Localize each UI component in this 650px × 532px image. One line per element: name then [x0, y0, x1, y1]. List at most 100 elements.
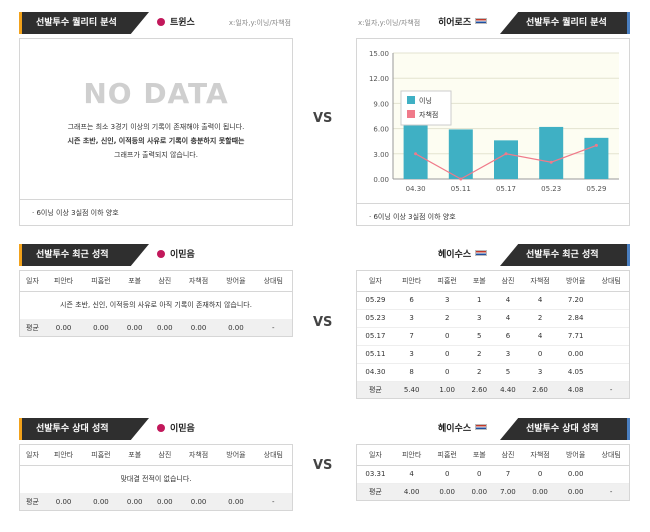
avg-cell: 0.00: [119, 493, 150, 510]
right-vs-box: 일자 피안타 피홈런 포볼 삼진 자책점 방어율 상대팀 03.31 4 0 0 7 0 0…: [356, 444, 630, 501]
team-flag-icon: [475, 250, 488, 256]
table-cell: 03.31: [357, 465, 394, 484]
left-quality-axis-note: x:일자,y:이닝/자책점: [228, 19, 291, 27]
avg-cell: 0.00: [179, 493, 218, 510]
recent-rows: 05.29 6 3 1 4 4 7.20 05.23 3 2 3 4 2 2.84 05.17 7 0 5 6 4 7.…: [357, 291, 629, 382]
message-row: 시즌 초반, 신인, 이적등의 사유로 아직 기록이 존재하지 않습니다.: [20, 291, 292, 319]
avg-cell: 0.00: [217, 493, 255, 510]
bar: [539, 126, 564, 179]
x-tick-label: 05.17: [496, 185, 516, 193]
right-recent-panel: 헤이수스 선발투수 최근 성적 일자 피안타 피홈런 포볼 삼진 자책점 방어율…: [356, 244, 630, 399]
table-cell: 0.00: [557, 465, 594, 484]
table-cell: 2: [429, 309, 465, 328]
avg-cell: 4.40: [493, 381, 523, 398]
col-hits: 피안타: [44, 271, 83, 292]
table-cell: 0.00: [557, 345, 594, 364]
x-tick-label: 04.30: [406, 185, 426, 193]
left-recent-team[interactable]: 이믿음: [157, 244, 195, 266]
left-recent-title: 선발투수 최근 성적: [19, 244, 149, 266]
right-recent-team[interactable]: 헤이수스: [438, 244, 488, 266]
table-cell: 2.84: [557, 309, 594, 328]
right-vs-team[interactable]: 헤이수스: [438, 418, 488, 440]
table-cell: 0: [429, 465, 465, 484]
table-cell: 4: [393, 465, 430, 484]
avg-cell: -: [593, 483, 629, 500]
col-hr: 피홈런: [82, 445, 120, 466]
table-row: 05.17 7 0 5 6 4 7.71: [357, 327, 629, 346]
bar: [403, 123, 428, 179]
table-cell: 7.20: [557, 291, 594, 310]
right-quality-team[interactable]: 히어로즈: [438, 12, 488, 34]
y-tick-label: 6.00: [373, 126, 389, 134]
avg-cell: 0.00: [179, 319, 218, 336]
right-vs-table: 일자 피안타 피홈런 포볼 삼진 자책점 방어율 상대팀 03.31 4 0 0 7 0 0…: [357, 445, 629, 500]
right-quality-footer: · 6이닝 이상 3실점 이하 양호: [357, 203, 629, 229]
left-recent-header: 선발투수 최근 성적 이믿음: [19, 244, 293, 266]
avg-label: 평균: [20, 493, 45, 510]
table-cell: 0: [522, 345, 558, 364]
no-data-title: NO DATA: [83, 77, 229, 110]
avg-cell: -: [254, 319, 292, 336]
avg-cell: 4.00: [393, 483, 430, 500]
col-date: 일자: [20, 445, 45, 466]
col-hr: 피홈런: [429, 271, 465, 292]
table-cell: 0: [429, 345, 465, 364]
col-so: 삼진: [493, 271, 523, 292]
left-quality-box: NO DATA 그래프는 최소 3경기 이상의 기록이 존재해야 출력이 됩니다…: [19, 38, 293, 226]
table-cell: 4: [522, 327, 558, 346]
col-hits: 피안타: [44, 445, 83, 466]
table-header-row: 일자 피안타 피홈런 포볼 삼진 자책점 방어율 상대팀: [357, 271, 629, 292]
legend-swatch: [407, 96, 415, 104]
col-date: 일자: [357, 445, 394, 466]
no-data-line-3: 그래프가 출력되지 않습니다.: [114, 151, 198, 159]
col-date: 일자: [357, 271, 394, 292]
table-cell: 05.29: [357, 291, 394, 310]
right-vs-header: 헤이수스 선발투수 상대 성적: [356, 418, 630, 440]
left-quality-team[interactable]: 트윈스: [157, 12, 195, 34]
avg-cell: 0.00: [44, 319, 83, 336]
table-cell: 04.30: [357, 363, 394, 382]
line-point: [549, 160, 553, 164]
table-row: 04.30 8 0 2 5 3 4.05: [357, 363, 629, 382]
vs-label-3: VS: [313, 458, 333, 473]
x-tick-label: 05.29: [586, 185, 606, 193]
message-row: 맞대결 전적이 없습니다.: [20, 465, 292, 493]
avg-cell: 0.00: [522, 483, 558, 500]
team-flag-icon: [475, 18, 488, 24]
avg-cell: 0.00: [557, 483, 594, 500]
team-logo-icon: [157, 18, 165, 26]
table-row: 03.31 4 0 0 7 0 0.00: [357, 465, 629, 484]
table-cell: 7.71: [557, 327, 594, 346]
table-cell: 3: [429, 291, 465, 310]
col-hits: 피안타: [393, 271, 430, 292]
left-recent-box: 일자 피안타 피홈런 포볼 삼진 자책점 방어율 상대팀 시즌 초반, 신인, …: [19, 270, 293, 337]
table-cell: 6: [493, 327, 523, 346]
line-point: [504, 152, 508, 156]
right-vs-title: 선발투수 상대 성적: [500, 418, 630, 440]
table-cell: [593, 309, 629, 328]
team-logo-icon: [157, 250, 165, 258]
avg-cell: 0.00: [149, 493, 180, 510]
right-quality-title: 선발투수 퀄리티 분석: [500, 12, 630, 34]
avg-cell: 4.08: [557, 381, 594, 398]
table-cell: 7: [393, 327, 430, 346]
right-recent-title: 선발투수 최근 성적: [500, 244, 630, 266]
table-header-row: 일자 피안타 피홈런 포볼 삼진 자책점 방어율 상대팀: [20, 271, 292, 292]
col-opp: 상대팀: [254, 271, 292, 292]
avg-cell: 1.00: [429, 381, 465, 398]
avg-row: 평균 5.40 1.00 2.60 4.40 2.60 4.08 -: [357, 381, 629, 398]
right-recent-box: 일자 피안타 피홈런 포볼 삼진 자책점 방어율 상대팀 05.29 6 3 1 4 4 7…: [356, 270, 630, 399]
table-cell: 05.23: [357, 309, 394, 328]
left-vs-panel: 선발투수 상대 성적 이믿음 일자 피안타 피홈런 포볼 삼진 자책점 방어율 …: [19, 418, 293, 511]
table-cell: 6: [393, 291, 430, 310]
team-flag-icon: [475, 424, 488, 430]
table-cell: 5: [493, 363, 523, 382]
col-hits: 피안타: [393, 445, 430, 466]
left-vs-team[interactable]: 이믿음: [157, 418, 195, 440]
col-er: 자책점: [179, 271, 218, 292]
col-bb: 포볼: [464, 445, 494, 466]
col-opp: 상대팀: [593, 271, 629, 292]
col-date: 일자: [20, 271, 45, 292]
no-record-message: 시즌 초반, 신인, 이적등의 사유로 아직 기록이 존재하지 않습니다.: [60, 301, 252, 310]
right-quality-axis-note: x:일자,y:이닝/자책점: [358, 19, 421, 27]
